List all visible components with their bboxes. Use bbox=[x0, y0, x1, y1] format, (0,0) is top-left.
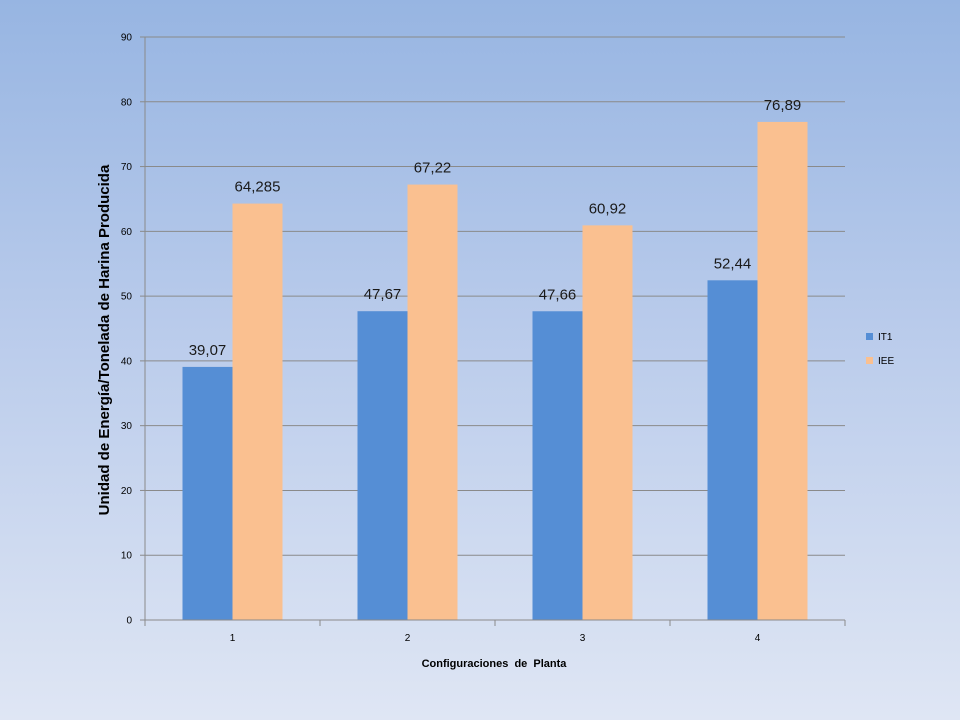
bar-iee-1 bbox=[232, 203, 283, 620]
y-tick-label: 40 bbox=[121, 356, 133, 367]
data-label: 67,22 bbox=[414, 160, 452, 177]
y-tick-label: 50 bbox=[121, 292, 133, 303]
x-tick-label: 2 bbox=[405, 633, 411, 644]
data-label: 47,66 bbox=[539, 286, 577, 303]
x-tick-label: 1 bbox=[230, 633, 236, 644]
bar-it1-4 bbox=[707, 280, 758, 620]
x-tick-label: 3 bbox=[580, 633, 586, 644]
data-label: 64,285 bbox=[235, 179, 281, 196]
legend-swatch-it1 bbox=[866, 333, 873, 340]
bar-it1-3 bbox=[532, 311, 583, 620]
data-labels: 39,07 64,285 47,67 67,22 47,66 60,92 52,44 76,8… bbox=[189, 97, 802, 359]
bar-it1-2 bbox=[357, 311, 408, 620]
legend-label-it1: IT1 bbox=[878, 332, 893, 343]
x-axis-label: Configuraciones de Planta bbox=[422, 658, 568, 670]
legend: IT1 IEE bbox=[866, 332, 894, 367]
x-tick-label: 4 bbox=[755, 633, 761, 644]
y-axis-label: Unidad de Energía/Tonelada de Harina Pro… bbox=[96, 164, 113, 515]
bar-iee-3 bbox=[582, 225, 633, 620]
bar-iee-2 bbox=[407, 184, 458, 620]
data-label: 60,92 bbox=[589, 200, 627, 217]
y-tick-label: 20 bbox=[121, 486, 133, 497]
data-label: 76,89 bbox=[764, 97, 802, 114]
y-tick-label: 0 bbox=[126, 616, 132, 627]
bars bbox=[182, 121, 808, 620]
y-tick-label: 80 bbox=[121, 97, 133, 108]
y-tick-label: 30 bbox=[121, 421, 133, 432]
legend-swatch-iee bbox=[866, 357, 873, 364]
y-tick-label: 10 bbox=[121, 551, 133, 562]
y-axis-ticks: 0 10 20 30 40 50 60 70 80 90 bbox=[121, 33, 145, 627]
data-label: 52,44 bbox=[714, 255, 752, 272]
y-tick-label: 90 bbox=[121, 33, 133, 44]
data-label: 47,67 bbox=[364, 286, 402, 303]
bar-iee-4 bbox=[757, 121, 808, 620]
bar-it1-1 bbox=[182, 366, 233, 620]
y-tick-label: 70 bbox=[121, 162, 133, 173]
y-tick-label: 60 bbox=[121, 227, 133, 238]
x-axis-ticks: 1 2 3 4 bbox=[144, 619, 846, 644]
legend-label-iee: IEE bbox=[878, 356, 894, 367]
data-label: 39,07 bbox=[189, 342, 227, 359]
